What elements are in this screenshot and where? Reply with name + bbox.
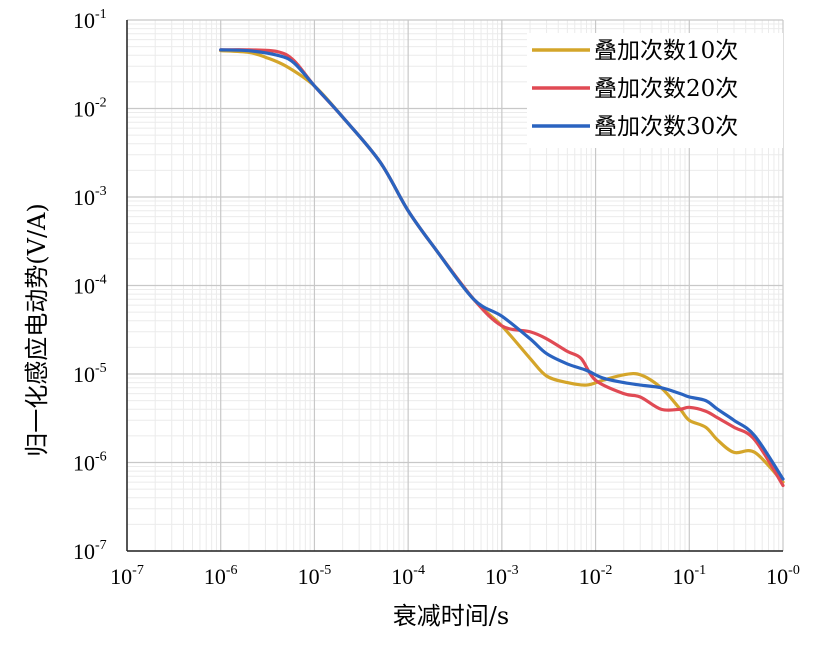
x-tick-label: 10-5 — [298, 563, 332, 589]
y-tick-label: 10-3 — [73, 184, 107, 210]
x-tick-label: 10-1 — [672, 563, 706, 589]
x-tick-label: 10-3 — [485, 563, 519, 589]
y-tick-label: 10-6 — [73, 450, 107, 476]
legend-box — [527, 33, 783, 148]
x-tick-label: 10-0 — [766, 563, 800, 589]
x-tick-label: 10-6 — [204, 563, 238, 589]
x-tick-label: 10-7 — [110, 563, 144, 589]
legend-label-3: 叠加次数30次 — [594, 114, 738, 140]
x-axis-title: 衰减时间/s — [393, 602, 509, 630]
y-tick-label: 10-2 — [73, 96, 107, 122]
legend-label-2: 叠加次数20次 — [594, 76, 738, 102]
y-tick-label: 10-1 — [73, 7, 107, 33]
y-tick-label: 10-4 — [73, 273, 107, 299]
series-layer — [219, 48, 785, 488]
series-line-3 — [219, 48, 785, 481]
x-tick-label: 10-2 — [579, 563, 613, 589]
x-tick-label: 10-4 — [391, 563, 425, 589]
y-tick-label: 10-5 — [73, 361, 107, 387]
y-axis-title: 归一化感应电动势(V/A) — [23, 203, 51, 456]
axes — [126, 20, 783, 552]
y-tick-label: 10-7 — [73, 538, 107, 564]
legend-label-1: 叠加次数10次 — [594, 38, 738, 64]
y-tick-labels: 10-7 10-6 10-5 10-4 10-3 10-2 10-1 — [73, 7, 107, 564]
x-tick-labels: 10-7 10-6 10-5 10-4 10-3 10-2 10-1 10-0 — [110, 563, 800, 589]
